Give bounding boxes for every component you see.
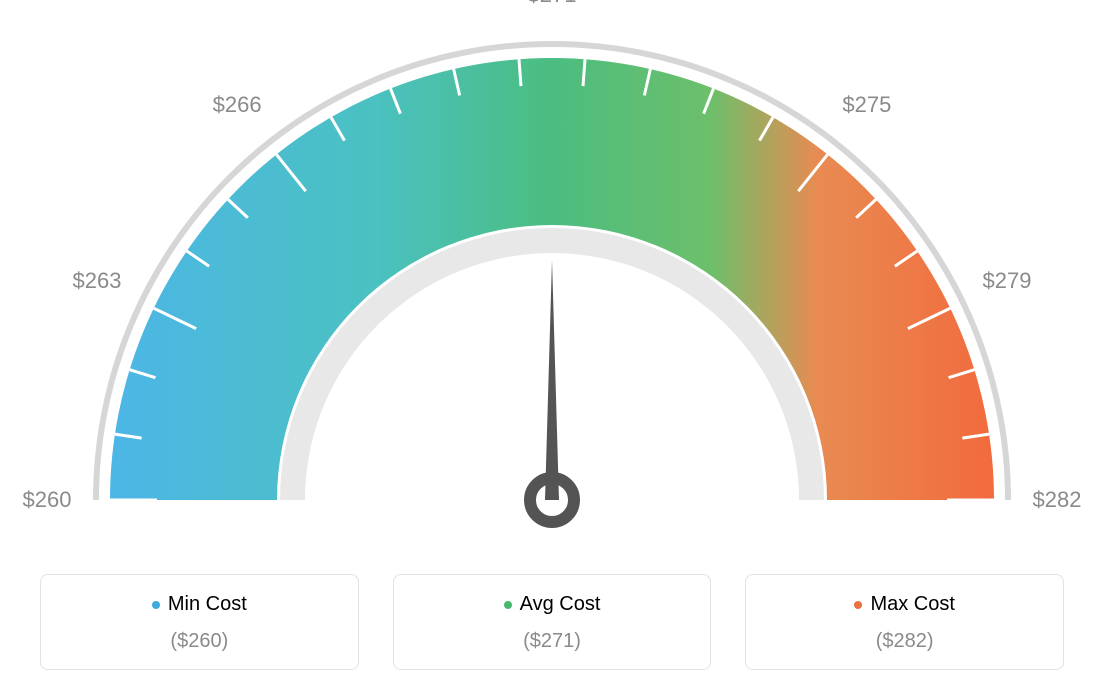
- legend-dot-max: [854, 601, 862, 609]
- gauge-tick-label: $263: [73, 268, 122, 294]
- legend-card-max: Max Cost ($282): [745, 574, 1064, 670]
- legend-dot-min: [152, 601, 160, 609]
- gauge-tick-label: $271: [528, 0, 577, 8]
- legend-card-avg: Avg Cost ($271): [393, 574, 712, 670]
- legend-label-max: Max Cost: [870, 593, 954, 616]
- legend-card-min: Min Cost ($260): [40, 574, 359, 670]
- legend-label-min: Min Cost: [168, 593, 247, 616]
- legend-value-avg: ($271): [404, 630, 701, 653]
- gauge-tick-label: $260: [23, 487, 72, 513]
- legend-dot-avg: [504, 601, 512, 609]
- gauge-tick-label: $266: [213, 92, 262, 118]
- legend-title-max: Max Cost: [854, 593, 954, 616]
- legend-value-min: ($260): [51, 630, 348, 653]
- cost-gauge-chart: $260 $263 $266 $271 $275 $279 $282: [0, 0, 1104, 560]
- gauge-svg: [0, 0, 1104, 560]
- gauge-tick-label: $279: [983, 268, 1032, 294]
- legend-row: Min Cost ($260) Avg Cost ($271) Max Cost…: [0, 574, 1104, 670]
- gauge-tick-label: $275: [842, 92, 891, 118]
- legend-value-max: ($282): [756, 630, 1053, 653]
- legend-label-avg: Avg Cost: [520, 593, 601, 616]
- legend-title-avg: Avg Cost: [504, 593, 601, 616]
- gauge-tick-label: $282: [1033, 487, 1082, 513]
- legend-title-min: Min Cost: [152, 593, 247, 616]
